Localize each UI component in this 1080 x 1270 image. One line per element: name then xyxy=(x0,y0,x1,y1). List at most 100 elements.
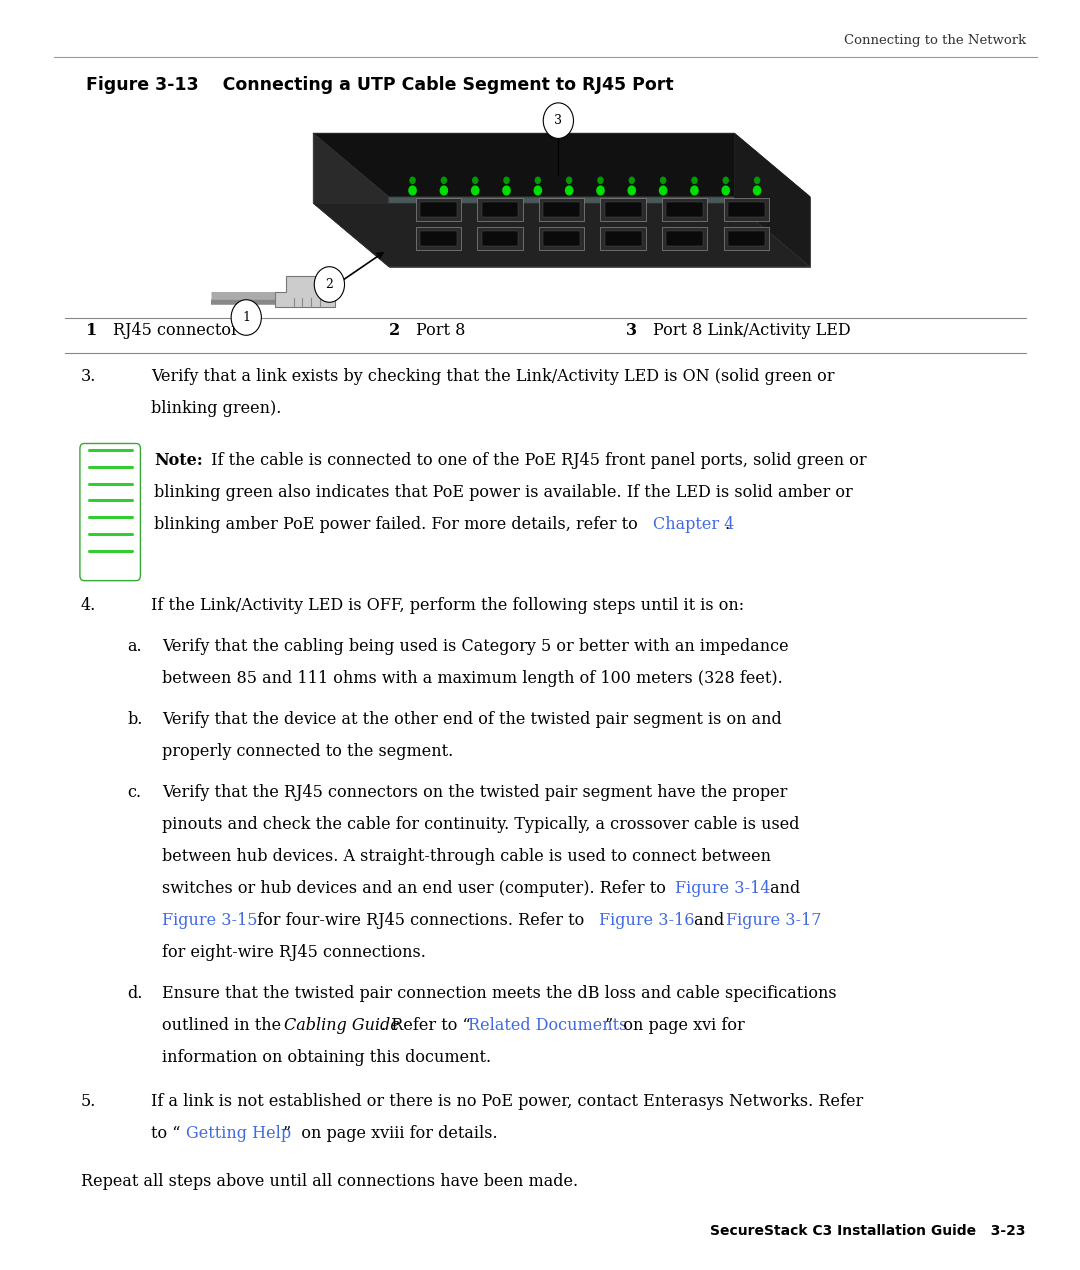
Bar xyxy=(482,231,518,246)
Polygon shape xyxy=(313,133,389,267)
Circle shape xyxy=(503,177,510,184)
Text: between hub devices. A straight-through cable is used to connect between: between hub devices. A straight-through … xyxy=(162,848,771,865)
Text: Figure 3-14: Figure 3-14 xyxy=(675,880,770,897)
Text: Chapter 4: Chapter 4 xyxy=(653,517,734,533)
Text: Connecting to the Network: Connecting to the Network xyxy=(843,34,1026,47)
Circle shape xyxy=(565,185,573,196)
Bar xyxy=(728,202,765,217)
Text: Verify that a link exists by checking that the Link/Activity LED is ON (solid gr: Verify that a link exists by checking th… xyxy=(151,368,835,385)
Bar xyxy=(543,231,580,246)
Circle shape xyxy=(502,185,511,196)
Circle shape xyxy=(754,177,760,184)
Bar xyxy=(605,231,642,246)
Circle shape xyxy=(472,177,478,184)
Text: information on obtaining this document.: information on obtaining this document. xyxy=(162,1049,491,1066)
Bar xyxy=(416,227,461,250)
Bar xyxy=(728,231,765,246)
Circle shape xyxy=(471,185,480,196)
Circle shape xyxy=(409,177,416,184)
Bar xyxy=(662,198,707,221)
Bar xyxy=(539,198,584,221)
Polygon shape xyxy=(313,203,810,267)
Text: Ensure that the twisted pair connection meets the dB loss and cable specificatio: Ensure that the twisted pair connection … xyxy=(162,984,837,1002)
Text: Port 8 Link/Activity LED: Port 8 Link/Activity LED xyxy=(653,321,851,339)
Text: and: and xyxy=(765,880,800,897)
Text: pinouts and check the cable for continuity. Typically, a crossover cable is used: pinouts and check the cable for continui… xyxy=(162,815,799,833)
Text: 1: 1 xyxy=(242,311,251,324)
Text: 2: 2 xyxy=(389,321,400,339)
Text: ”  on page xviii for details.: ” on page xviii for details. xyxy=(283,1125,498,1142)
Text: for eight-wire RJ45 connections.: for eight-wire RJ45 connections. xyxy=(162,944,426,961)
Circle shape xyxy=(723,177,729,184)
Text: 3: 3 xyxy=(626,321,637,339)
Bar xyxy=(666,231,703,246)
Text: b.: b. xyxy=(127,711,143,728)
Text: RJ45 connector: RJ45 connector xyxy=(113,321,239,339)
Circle shape xyxy=(566,177,572,184)
Text: properly connected to the segment.: properly connected to the segment. xyxy=(162,743,454,759)
Text: Note:: Note: xyxy=(154,452,203,470)
Bar xyxy=(600,227,646,250)
Bar xyxy=(416,198,461,221)
Polygon shape xyxy=(734,133,810,267)
Text: 5.: 5. xyxy=(81,1093,96,1110)
Circle shape xyxy=(535,177,541,184)
Text: 2: 2 xyxy=(325,278,334,291)
Circle shape xyxy=(231,300,261,335)
Text: blinking green also indicates that PoE power is available. If the LED is solid a: blinking green also indicates that PoE p… xyxy=(154,484,853,502)
Circle shape xyxy=(753,185,761,196)
Text: Related Documents: Related Documents xyxy=(468,1017,627,1034)
Bar xyxy=(666,202,703,217)
Text: Figure 3-15: Figure 3-15 xyxy=(162,912,257,928)
Bar xyxy=(420,202,457,217)
Text: If the cable is connected to one of the PoE RJ45 front panel ports, solid green : If the cable is connected to one of the … xyxy=(206,452,867,470)
Bar xyxy=(662,227,707,250)
Text: for four-wire RJ45 connections. Refer to: for four-wire RJ45 connections. Refer to xyxy=(252,912,589,928)
Bar xyxy=(605,202,642,217)
Bar xyxy=(539,227,584,250)
Text: a.: a. xyxy=(127,638,143,655)
Bar xyxy=(420,231,457,246)
Circle shape xyxy=(659,185,667,196)
Text: 4.: 4. xyxy=(81,597,96,615)
Polygon shape xyxy=(313,133,810,197)
Text: Figure 3-17: Figure 3-17 xyxy=(726,912,821,928)
Bar xyxy=(482,202,518,217)
Text: blinking green).: blinking green). xyxy=(151,400,282,418)
Circle shape xyxy=(691,177,698,184)
Text: Getting Help: Getting Help xyxy=(186,1125,291,1142)
Text: Verify that the cabling being used is Category 5 or better with an impedance: Verify that the cabling being used is Ca… xyxy=(162,638,788,655)
Circle shape xyxy=(314,267,345,302)
Circle shape xyxy=(660,177,666,184)
Bar xyxy=(724,227,769,250)
Circle shape xyxy=(408,185,417,196)
Circle shape xyxy=(629,177,635,184)
Text: outlined in the: outlined in the xyxy=(162,1017,286,1034)
Text: Figure 3-16: Figure 3-16 xyxy=(599,912,694,928)
Text: d.: d. xyxy=(127,984,143,1002)
Bar xyxy=(477,198,523,221)
Text: Verify that the device at the other end of the twisted pair segment is on and: Verify that the device at the other end … xyxy=(162,711,782,728)
Circle shape xyxy=(440,185,448,196)
Text: . Refer to “: . Refer to “ xyxy=(381,1017,471,1034)
Text: to “: to “ xyxy=(151,1125,180,1142)
Text: If the Link/Activity LED is OFF, perform the following steps until it is on:: If the Link/Activity LED is OFF, perform… xyxy=(151,597,744,615)
Circle shape xyxy=(721,185,730,196)
Text: Verify that the RJ45 connectors on the twisted pair segment have the proper: Verify that the RJ45 connectors on the t… xyxy=(162,784,787,801)
Bar xyxy=(724,198,769,221)
Circle shape xyxy=(534,185,542,196)
Text: ”  on page xvi for: ” on page xvi for xyxy=(605,1017,744,1034)
Circle shape xyxy=(597,177,604,184)
Text: .: . xyxy=(725,517,730,533)
Polygon shape xyxy=(389,197,810,267)
Text: 3: 3 xyxy=(554,114,563,127)
Text: between 85 and 111 ohms with a maximum length of 100 meters (328 feet).: between 85 and 111 ohms with a maximum l… xyxy=(162,671,783,687)
Text: Cabling Guide: Cabling Guide xyxy=(284,1017,400,1034)
Polygon shape xyxy=(275,276,335,307)
Circle shape xyxy=(627,185,636,196)
Circle shape xyxy=(441,177,447,184)
Text: Figure 3-13    Connecting a UTP Cable Segment to RJ45 Port: Figure 3-13 Connecting a UTP Cable Segme… xyxy=(86,76,674,94)
Text: If a link is not established or there is no PoE power, contact Enterasys Network: If a link is not established or there is… xyxy=(151,1093,863,1110)
Circle shape xyxy=(543,103,573,138)
Text: and: and xyxy=(689,912,729,928)
